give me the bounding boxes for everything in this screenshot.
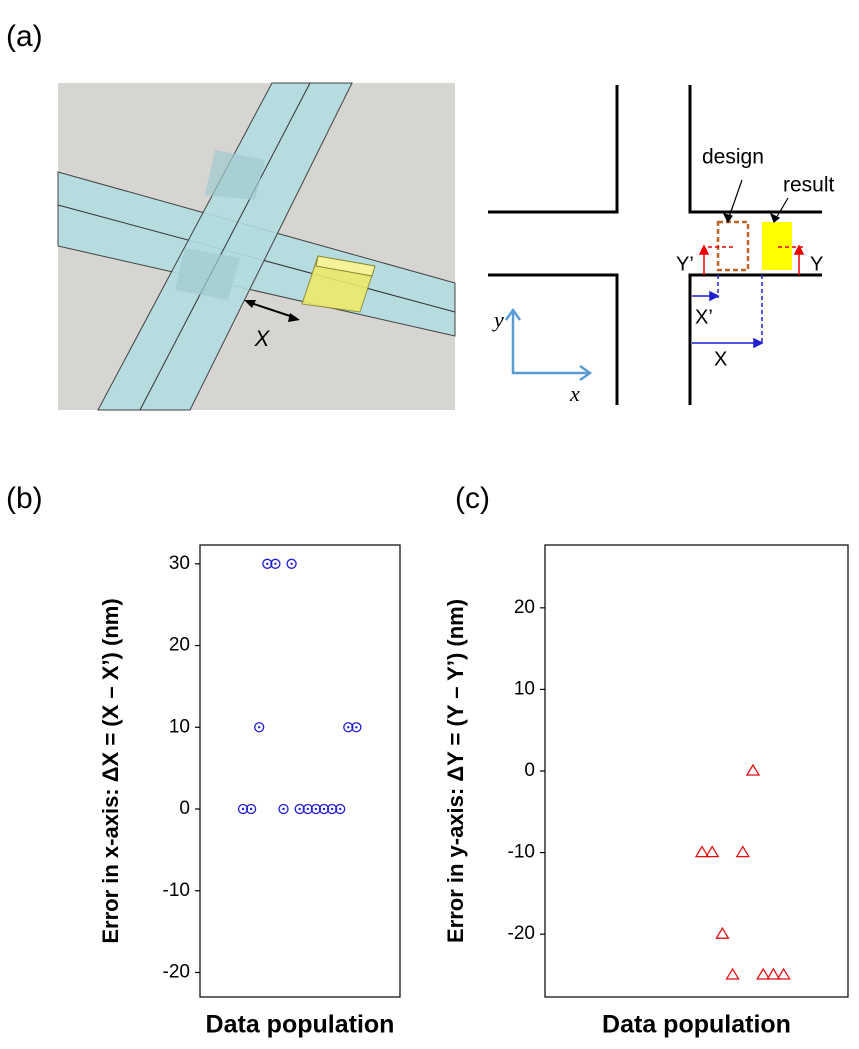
point-dot: [282, 808, 284, 810]
render: [58, 83, 455, 410]
point-dot: [250, 808, 252, 810]
point-dot: [331, 808, 333, 810]
figure: (a) X design result: [0, 0, 859, 1044]
y-tick-label: 20: [169, 635, 190, 656]
design-box: [718, 222, 748, 270]
result-box: [762, 222, 792, 270]
x-axis-label: Data population: [206, 1011, 395, 1039]
point: [747, 765, 759, 775]
plot-frame: [545, 545, 848, 997]
point-dot: [347, 726, 349, 728]
pointer-arrows: [724, 180, 788, 222]
point-dot: [266, 563, 268, 565]
point-dot: [274, 563, 276, 565]
y-label: Y: [810, 253, 823, 275]
point: [706, 847, 718, 857]
axis-y-label: y: [492, 307, 504, 332]
panel-label: (b): [6, 482, 43, 515]
axis-x-label: x: [569, 381, 580, 406]
y-tick-label: 0: [179, 798, 190, 819]
y-axis-label: Error in y-axis: ΔY = (Y – Y’) (nm): [443, 599, 468, 943]
y-tick-label: 20: [514, 597, 535, 618]
point: [778, 969, 790, 979]
point-dot: [258, 726, 260, 728]
axes-arrows: [506, 310, 590, 380]
y-tick-label: 0: [524, 760, 535, 781]
page: (a) X design result: [0, 0, 859, 1049]
x-prime-label: X’: [695, 306, 713, 328]
x-axis-label: Data population: [602, 1011, 791, 1039]
point-dot: [355, 726, 357, 728]
y-tick-label: 10: [514, 678, 535, 699]
y-tick-label: -10: [163, 880, 190, 901]
point-dot: [307, 808, 309, 810]
point: [255, 723, 264, 732]
y-prime-label: Y’: [676, 253, 694, 275]
result-label: result: [783, 174, 835, 197]
point: [737, 847, 749, 857]
point: [696, 847, 708, 857]
y-tick-label: 10: [169, 716, 190, 737]
y-tick-label: -10: [508, 842, 535, 863]
point: [767, 969, 779, 979]
y-tick-label: -20: [508, 923, 535, 944]
point-dot: [242, 808, 244, 810]
point-dot: [339, 808, 341, 810]
panel-label: (a): [6, 20, 43, 53]
point-dot: [299, 808, 301, 810]
x-label: X: [714, 348, 727, 370]
point: [716, 928, 728, 938]
panel-label: (c): [455, 482, 490, 515]
y-tick-label: 30: [169, 553, 190, 574]
point: [727, 969, 739, 979]
plot-frame: [200, 545, 400, 997]
y-axis-label: Error in x-axis: ΔX = (X – X’) (nm): [98, 598, 123, 943]
point-dot: [315, 808, 317, 810]
point: [287, 559, 296, 568]
design-label: design: [702, 146, 764, 169]
point: [279, 805, 288, 814]
point-dot: [290, 563, 292, 565]
render-label: X: [254, 326, 271, 351]
point: [757, 969, 769, 979]
point-dot: [323, 808, 325, 810]
y-tick-label: -20: [163, 961, 190, 982]
